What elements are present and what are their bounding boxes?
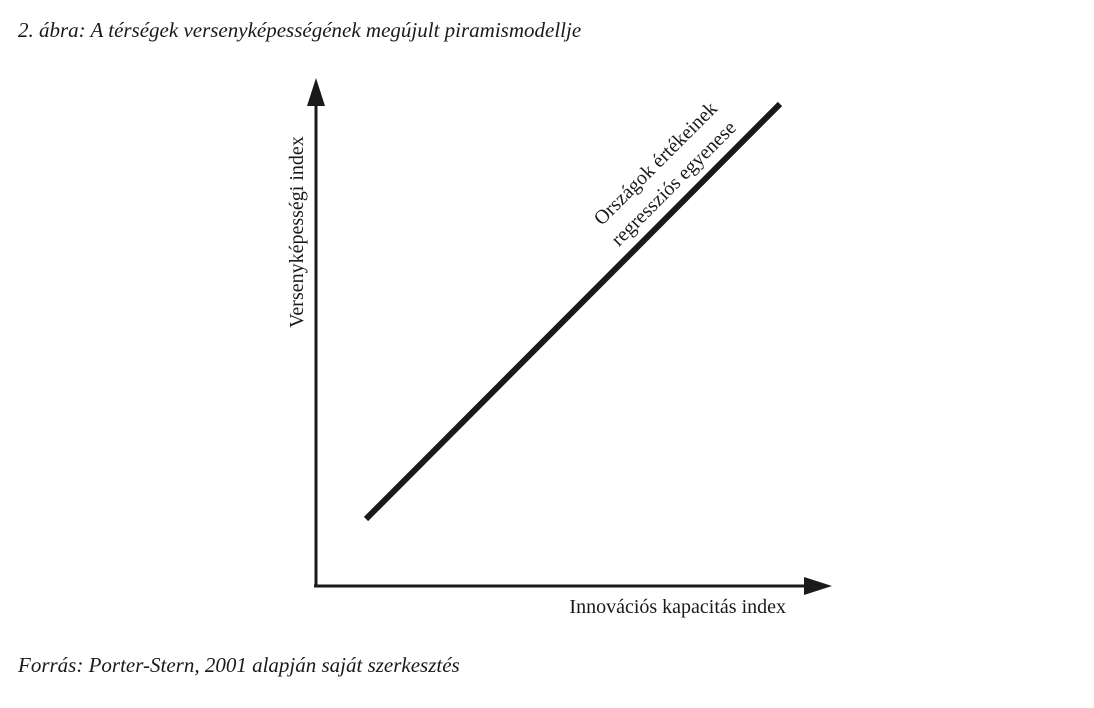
- source-note: Forrás: Porter-Stern, 2001 alapján saját…: [17, 653, 460, 677]
- x-axis-arrow: [804, 577, 832, 595]
- regression-line: [363, 101, 783, 522]
- figure-title: 2. ábra: A térségek versenyképességének …: [18, 18, 581, 42]
- y-axis-arrow: [307, 78, 325, 106]
- y-axis-label: Versenyképességi index: [286, 136, 308, 328]
- x-axis-label: Innovációs kapacitás index: [569, 596, 786, 618]
